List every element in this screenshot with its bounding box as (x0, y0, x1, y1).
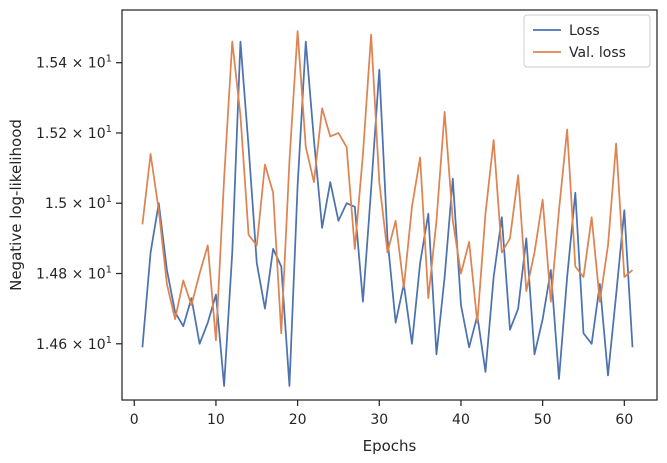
legend-box (523, 14, 651, 68)
series-layer (141, 30, 634, 387)
y-tick-label: 1.54 × 101 (36, 54, 112, 72)
x-axis-label: Epochs (363, 437, 417, 455)
y-tick-label: 1.5 × 101 (45, 194, 112, 212)
x-tick-label: 20 (289, 412, 307, 428)
series-line-val-loss (141, 30, 634, 342)
y-axis-label: Negative log-likelihood (7, 119, 25, 291)
x-tick-label: 50 (534, 412, 552, 428)
series-line-loss (141, 40, 634, 387)
axes-ticks: 0 10 20 30 40 50 60 1.46 × 101 1.48 × 101 1.5 × 1… (36, 54, 633, 428)
legend: Loss Val. loss (523, 14, 651, 68)
y-tick-label: 1.52 × 101 (36, 124, 112, 142)
legend-label-val-loss: Val. loss (569, 45, 626, 61)
x-tick-label: 40 (452, 412, 470, 428)
x-tick-label: 60 (615, 412, 633, 428)
x-tick-label: 0 (130, 412, 139, 428)
legend-label-loss: Loss (569, 23, 600, 39)
x-tick-label: 30 (370, 412, 388, 428)
y-tick-label: 1.46 × 101 (36, 335, 112, 353)
plot-frame (121, 9, 658, 401)
y-tick-label: 1.48 × 101 (36, 265, 112, 283)
x-tick-label: 10 (207, 412, 225, 428)
